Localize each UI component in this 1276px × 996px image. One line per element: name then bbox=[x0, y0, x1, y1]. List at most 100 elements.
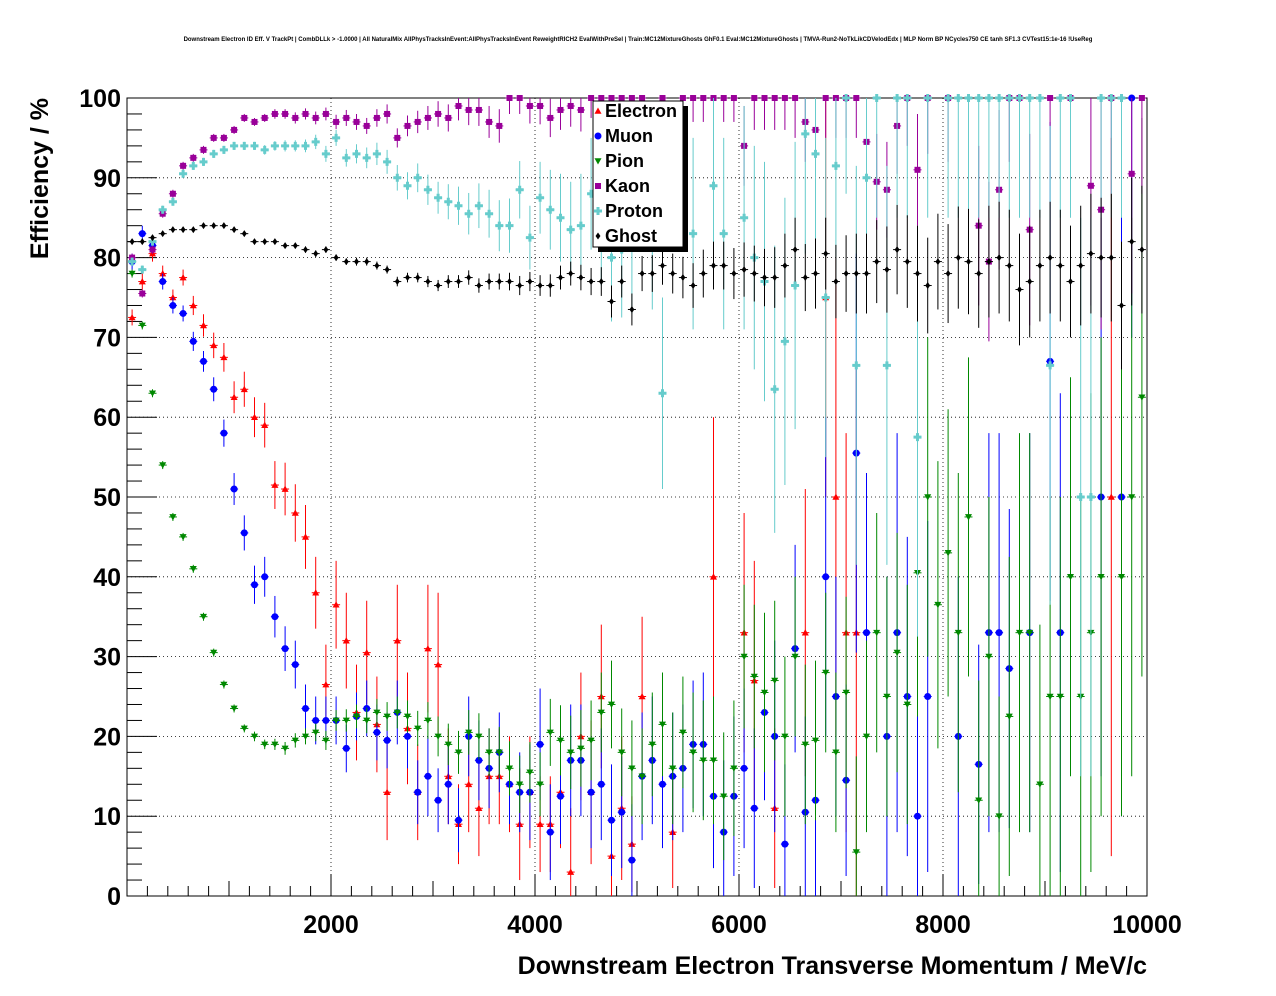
kaon-point bbox=[455, 102, 462, 109]
proton-point bbox=[148, 237, 157, 246]
pion-point bbox=[546, 729, 554, 736]
electron-point bbox=[383, 788, 391, 796]
pion-point bbox=[465, 729, 473, 736]
pion-point bbox=[261, 741, 269, 748]
electron-point bbox=[1107, 493, 1115, 500]
pion-point bbox=[638, 773, 646, 780]
pion-point bbox=[699, 757, 707, 764]
pion-point bbox=[424, 717, 432, 724]
kaon-point bbox=[251, 118, 258, 125]
electron-point bbox=[475, 804, 483, 812]
ghost-point bbox=[1068, 278, 1073, 286]
ghost-point bbox=[649, 270, 655, 278]
proton-point bbox=[893, 94, 902, 102]
kaon-point bbox=[526, 102, 533, 109]
proton-point bbox=[464, 209, 473, 218]
proton-point bbox=[1015, 94, 1024, 102]
ghost-point bbox=[966, 258, 971, 266]
pion-point bbox=[516, 781, 524, 788]
ghost-point bbox=[374, 262, 380, 270]
pion-point bbox=[710, 757, 717, 764]
muon-point bbox=[312, 716, 320, 724]
ghost-point bbox=[343, 258, 349, 266]
proton-point bbox=[882, 361, 891, 370]
ghost-point bbox=[853, 270, 859, 278]
pion-point bbox=[210, 649, 218, 657]
ghost-point bbox=[741, 266, 747, 274]
ghost-point bbox=[364, 258, 370, 266]
proton-point bbox=[372, 149, 381, 158]
proton-point bbox=[434, 193, 443, 202]
kaon-point bbox=[363, 122, 370, 129]
kaon-point bbox=[506, 95, 513, 101]
proton-point bbox=[1025, 94, 1034, 102]
kaon-point bbox=[271, 110, 278, 117]
pion-point bbox=[822, 669, 830, 677]
pion-point bbox=[944, 550, 952, 557]
pion-point bbox=[567, 749, 575, 756]
legend-marker-kaon bbox=[595, 183, 601, 189]
kaon-point bbox=[404, 122, 411, 129]
proton-point bbox=[138, 265, 147, 274]
kaon-point bbox=[639, 95, 646, 101]
proton-point bbox=[536, 193, 545, 202]
proton-point bbox=[1117, 94, 1126, 102]
proton-point bbox=[179, 169, 188, 178]
pion-point bbox=[128, 270, 136, 278]
kaon-point bbox=[679, 95, 686, 101]
muon-point bbox=[322, 716, 330, 724]
pion-point bbox=[353, 713, 360, 720]
electron-point bbox=[302, 533, 309, 540]
kaon-point bbox=[139, 290, 146, 297]
pion-point bbox=[220, 681, 228, 689]
kaon-point bbox=[771, 95, 778, 101]
pion-point bbox=[791, 653, 799, 661]
proton-point bbox=[689, 229, 698, 238]
electron-point bbox=[271, 481, 279, 488]
ghost-point bbox=[507, 278, 512, 286]
muon-point bbox=[781, 840, 789, 848]
ghost-point bbox=[558, 274, 563, 282]
pion-point bbox=[169, 514, 177, 521]
ghost-point bbox=[986, 258, 992, 266]
kaon-point bbox=[373, 114, 380, 121]
pion-point bbox=[312, 729, 320, 736]
pion-point bbox=[924, 494, 932, 501]
muon-point bbox=[536, 740, 544, 748]
kaon-point bbox=[628, 95, 635, 101]
ghost-point bbox=[680, 274, 686, 282]
ghost-point bbox=[884, 266, 890, 274]
proton-point bbox=[872, 94, 881, 102]
legend-marker-proton bbox=[594, 207, 602, 215]
proton-point bbox=[403, 181, 412, 190]
electron-point bbox=[465, 780, 473, 788]
proton-point bbox=[780, 337, 789, 346]
muon-point bbox=[434, 796, 442, 804]
pion-point bbox=[332, 717, 340, 724]
pion-point bbox=[322, 737, 330, 744]
ghost-point bbox=[272, 238, 278, 246]
proton-point bbox=[423, 185, 432, 194]
kaon-point bbox=[384, 110, 391, 117]
pion-point bbox=[618, 749, 626, 756]
ghost-point bbox=[211, 222, 217, 230]
pion-point bbox=[1138, 394, 1146, 401]
ghost-point bbox=[904, 258, 910, 266]
ghost-point bbox=[976, 270, 982, 278]
y-tick-label: 90 bbox=[93, 165, 121, 193]
kaon-point bbox=[333, 118, 340, 125]
ghost-point bbox=[517, 282, 523, 290]
muon-point bbox=[740, 764, 748, 772]
kaon-point bbox=[598, 95, 605, 101]
electron-point bbox=[638, 693, 646, 700]
ghost-point bbox=[190, 226, 196, 234]
pion-point bbox=[149, 390, 156, 397]
proton-point bbox=[658, 389, 667, 398]
muon-point bbox=[220, 429, 228, 437]
ghost-point bbox=[303, 246, 308, 254]
electron-point bbox=[189, 301, 197, 309]
y-tick-label: 30 bbox=[93, 644, 121, 672]
ghost-point bbox=[262, 238, 268, 246]
proton-point bbox=[587, 189, 596, 198]
